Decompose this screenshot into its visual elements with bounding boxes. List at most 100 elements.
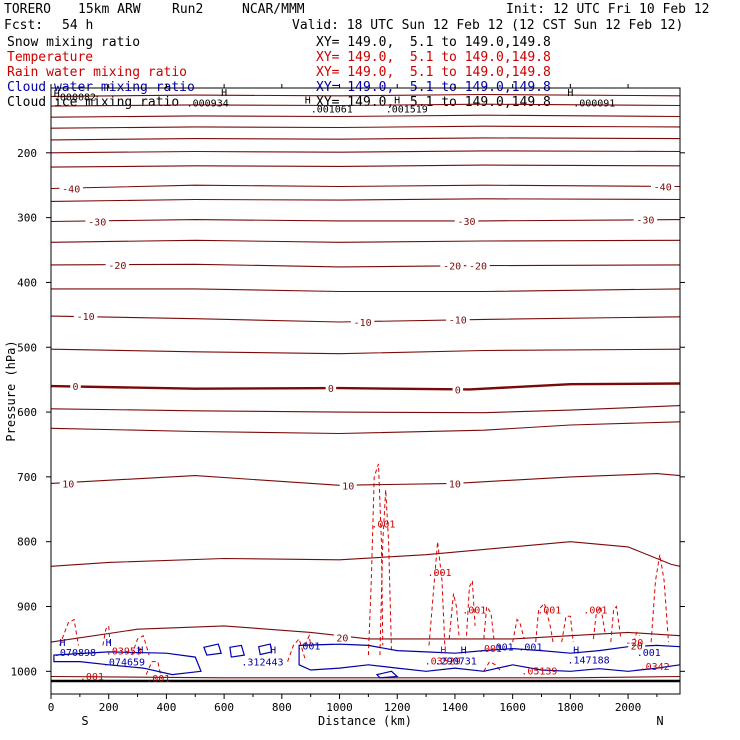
temperature-isotherm bbox=[51, 675, 680, 679]
high-marker: H bbox=[394, 96, 400, 107]
temperature-label: -40 bbox=[654, 183, 672, 194]
rain-contour bbox=[379, 489, 392, 656]
temperature-label: -30 bbox=[88, 218, 106, 229]
rain-contour bbox=[592, 605, 606, 639]
temperature-isotherm bbox=[51, 103, 680, 107]
temperature-label-bg bbox=[440, 259, 464, 272]
cloud-ice-label: .000934 bbox=[187, 98, 229, 109]
rain-label: .001 bbox=[80, 672, 104, 683]
model-config: 15km ARW bbox=[78, 2, 141, 17]
cloud-water-contour-group bbox=[53, 643, 680, 679]
rain-contour bbox=[367, 463, 384, 656]
temperature-label: -10 bbox=[354, 318, 372, 329]
field-temperature-xy: XY= 149.0, 5.1 to 149.0,149.8 bbox=[316, 50, 551, 65]
rain-label: .0342 bbox=[640, 662, 670, 673]
temperature-isotherm bbox=[51, 625, 680, 643]
run-name: Run2 bbox=[172, 2, 204, 17]
rain-contour bbox=[633, 631, 640, 643]
y-tick-label: 1000 bbox=[11, 665, 38, 678]
high-marker: H bbox=[305, 96, 311, 107]
plot-frame bbox=[50, 87, 681, 695]
temperature-label-bg bbox=[59, 477, 77, 490]
rain-contour bbox=[59, 618, 79, 646]
rain-contour bbox=[448, 593, 460, 639]
temperature-isotherm bbox=[51, 137, 680, 141]
temperature-label-bg bbox=[85, 215, 109, 228]
cloud-water-label: .147188 bbox=[568, 656, 610, 667]
north-end-label: N bbox=[656, 714, 663, 728]
rain-label: .001 bbox=[428, 568, 452, 579]
cloud-water-label: .070898 bbox=[54, 648, 96, 659]
rain-contour bbox=[483, 605, 495, 639]
fcst-label: Fcst: bbox=[4, 18, 44, 33]
temperature-isotherm bbox=[51, 239, 680, 243]
y-tick-label: 200 bbox=[17, 147, 37, 160]
temperature-label: 10 bbox=[62, 479, 74, 490]
temperature-label-bg bbox=[350, 315, 375, 328]
cloud-water-label: .001 bbox=[518, 643, 542, 654]
field-rain-name: Rain water mixing ratio bbox=[7, 65, 188, 80]
temperature-label-bg bbox=[70, 380, 81, 393]
y-tick-label: 300 bbox=[17, 212, 37, 225]
temperature-isotherm bbox=[51, 473, 680, 486]
x-tick-label: 1000 bbox=[326, 701, 353, 714]
rain-contour bbox=[428, 541, 446, 646]
x-tick-label: 1600 bbox=[499, 701, 526, 714]
rain-contour bbox=[535, 602, 554, 643]
x-tick-label: 1800 bbox=[557, 701, 584, 714]
x-tick-label: 200 bbox=[99, 701, 119, 714]
rain-contour-group bbox=[59, 463, 669, 675]
rain-label: .05139 bbox=[521, 667, 557, 678]
y-tick-label: 800 bbox=[17, 536, 37, 549]
temperature-isotherm bbox=[51, 114, 680, 118]
temperature-isotherm bbox=[51, 164, 680, 168]
temperature-label: 20 bbox=[631, 641, 643, 652]
cloud-water-label: .001 bbox=[490, 643, 514, 654]
y-tick-label: 700 bbox=[17, 471, 37, 484]
temperature-label-bg bbox=[325, 382, 337, 395]
cloud-water-contour bbox=[258, 643, 273, 656]
cloud-ice-label: .001519 bbox=[386, 105, 428, 116]
cloud-water-label: .001 bbox=[637, 648, 661, 659]
y-tick-label: 900 bbox=[17, 601, 37, 614]
rain-label: .001 bbox=[537, 606, 561, 617]
axes-group: 0 200 400 600 800 1000 1200 1400 1600 1800 2000200… bbox=[11, 84, 685, 714]
temperature-label-bg bbox=[339, 479, 357, 492]
rain-contour bbox=[304, 633, 312, 646]
cloud-water-contour bbox=[375, 670, 399, 679]
rain-label: -20 bbox=[625, 638, 643, 649]
field-cloud-ice-xy: XY= 149.0, 5.1 to 149.0,149.8 bbox=[316, 95, 551, 110]
rain-contour bbox=[102, 624, 111, 646]
rain-label: .001 bbox=[371, 520, 395, 531]
cloud-water-label: .074659 bbox=[103, 658, 145, 669]
temperature-isotherm bbox=[51, 541, 680, 567]
temperature-label: -20 bbox=[469, 262, 487, 273]
x-tick-label: 400 bbox=[156, 701, 176, 714]
south-end-label: S bbox=[81, 714, 88, 728]
field-snow-name: Snow mixing ratio bbox=[7, 35, 141, 50]
field-snow-xy: XY= 149.0, 5.1 to 149.0,149.8 bbox=[316, 35, 551, 50]
cloud-water-label: .001 bbox=[296, 641, 320, 652]
y-tick-label: 500 bbox=[17, 341, 37, 354]
x-tick-label: 0 bbox=[48, 701, 55, 714]
rain-contour bbox=[512, 618, 525, 643]
y-tick-label: 600 bbox=[17, 406, 37, 419]
cloud-ice-label: .000082 bbox=[54, 92, 96, 103]
fcst-value: 54 h bbox=[62, 18, 94, 33]
temperature-label-bg bbox=[650, 180, 675, 193]
temperature-label: 0 bbox=[455, 385, 461, 396]
contour-label-group: -40 -40 -30 -30 -30 -20 -20 -20 -10 -10 -10 0 0 0 10 10… bbox=[54, 88, 675, 685]
temperature-label: 10 bbox=[449, 479, 461, 490]
temperature-label-bg bbox=[454, 214, 479, 227]
rain-label: .001 bbox=[478, 644, 502, 655]
temperature-label: 0 bbox=[328, 384, 334, 395]
temperature-label-bg bbox=[446, 313, 470, 326]
temperature-isotherm bbox=[51, 315, 680, 323]
temperature-isotherm bbox=[51, 382, 680, 391]
temperature-isotherm bbox=[51, 198, 680, 202]
high-marker: H bbox=[54, 89, 60, 100]
model-name: TORERO bbox=[4, 2, 51, 17]
temperature-label-bg bbox=[466, 259, 490, 272]
